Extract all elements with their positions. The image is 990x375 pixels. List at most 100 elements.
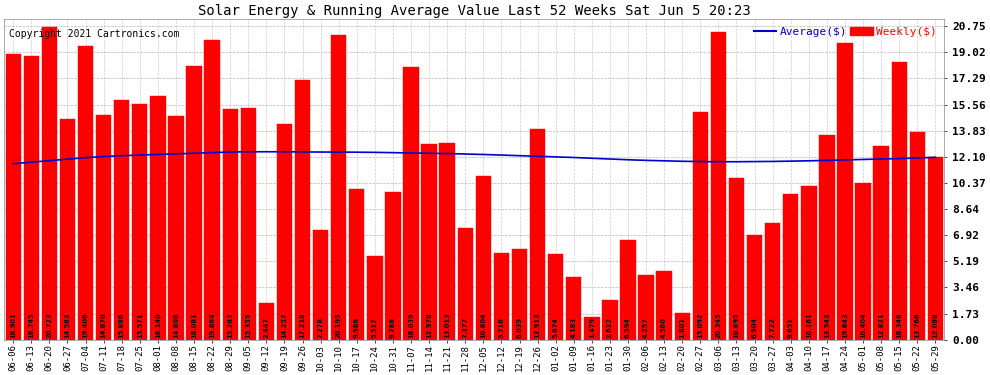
Text: 5.716: 5.716 [498, 316, 505, 338]
Bar [693, 112, 708, 340]
Bar [24, 57, 39, 340]
Text: 14.257: 14.257 [281, 312, 287, 338]
Text: 15.886: 15.886 [119, 312, 125, 338]
Bar [422, 144, 437, 340]
Text: 6.594: 6.594 [625, 316, 631, 338]
Bar [566, 276, 581, 340]
Text: Copyright 2021 Cartronics.com: Copyright 2021 Cartronics.com [9, 29, 179, 39]
Text: 20.195: 20.195 [336, 312, 342, 338]
Bar [475, 177, 491, 340]
Text: 13.913: 13.913 [535, 312, 541, 338]
Text: 16.140: 16.140 [154, 312, 160, 338]
Bar [241, 108, 256, 340]
Text: 4.257: 4.257 [644, 316, 649, 338]
Text: 6.904: 6.904 [751, 316, 757, 338]
Bar [855, 183, 871, 340]
Text: 14.808: 14.808 [173, 312, 179, 338]
Bar [96, 115, 111, 340]
Bar [530, 129, 545, 340]
Text: 9.786: 9.786 [390, 316, 396, 338]
Bar [873, 146, 889, 340]
Text: 19.406: 19.406 [82, 312, 88, 338]
Bar [801, 186, 817, 340]
Bar [295, 80, 310, 340]
Bar [6, 54, 21, 340]
Bar [746, 236, 762, 340]
Bar [584, 317, 600, 340]
Legend: Average($), Weekly($): Average($), Weekly($) [751, 25, 939, 39]
Bar [313, 230, 329, 340]
Bar [258, 303, 274, 340]
Text: 15.283: 15.283 [227, 312, 234, 338]
Bar [59, 119, 75, 340]
Text: 15.571: 15.571 [137, 312, 143, 338]
Bar [204, 39, 220, 340]
Text: 2.447: 2.447 [263, 316, 269, 338]
Bar [331, 34, 346, 340]
Bar [385, 192, 401, 340]
Bar [765, 223, 780, 340]
Text: 12.978: 12.978 [426, 312, 432, 338]
Text: 12.088: 12.088 [933, 312, 939, 338]
Text: 13.013: 13.013 [445, 312, 450, 338]
Bar [223, 109, 238, 340]
Bar [674, 313, 690, 340]
Bar [639, 276, 653, 340]
Text: 14.870: 14.870 [101, 312, 107, 338]
Text: 14.583: 14.583 [64, 312, 70, 338]
Bar [892, 63, 907, 340]
Bar [838, 43, 852, 340]
Text: 7.377: 7.377 [462, 316, 468, 338]
Text: 10.804: 10.804 [480, 312, 486, 338]
Text: 9.651: 9.651 [788, 316, 794, 338]
Bar [494, 254, 509, 340]
Bar [78, 46, 93, 340]
Text: 20.345: 20.345 [716, 312, 722, 338]
Text: 4.560: 4.560 [661, 316, 667, 338]
Bar [367, 256, 382, 340]
Bar [457, 228, 473, 340]
Bar [440, 143, 454, 340]
Text: 10.404: 10.404 [860, 312, 866, 338]
Text: 7.278: 7.278 [318, 316, 324, 338]
Bar [512, 249, 528, 340]
Text: 12.821: 12.821 [878, 312, 884, 338]
Text: 7.722: 7.722 [769, 316, 775, 338]
Bar [621, 240, 636, 340]
Bar [783, 194, 798, 340]
Text: 10.695: 10.695 [734, 312, 740, 338]
Bar [168, 116, 183, 340]
Text: 19.864: 19.864 [209, 312, 215, 338]
Text: 19.643: 19.643 [842, 312, 848, 338]
Text: 9.986: 9.986 [353, 316, 359, 338]
Bar [114, 100, 130, 340]
Bar [928, 157, 943, 340]
Text: 2.622: 2.622 [607, 316, 613, 338]
Bar [349, 189, 364, 340]
Bar [277, 124, 292, 340]
Title: Solar Energy & Running Average Value Last 52 Weeks Sat Jun 5 20:23: Solar Energy & Running Average Value Las… [198, 4, 750, 18]
Text: 5.517: 5.517 [372, 317, 378, 338]
Text: 1.479: 1.479 [589, 316, 595, 338]
Text: 15.355: 15.355 [246, 312, 251, 338]
Bar [403, 67, 419, 340]
Text: 18.745: 18.745 [29, 312, 35, 338]
Bar [132, 104, 148, 340]
Text: 13.766: 13.766 [915, 312, 921, 338]
Bar [729, 178, 744, 340]
Bar [819, 135, 835, 340]
Text: 17.218: 17.218 [300, 312, 306, 338]
Bar [150, 96, 165, 340]
Text: 13.543: 13.543 [824, 312, 830, 338]
Text: 1.801: 1.801 [679, 316, 685, 338]
Text: 18.346: 18.346 [896, 312, 902, 338]
Bar [42, 27, 57, 340]
Bar [711, 32, 726, 340]
Text: 18.039: 18.039 [408, 312, 414, 338]
Bar [656, 271, 672, 340]
Bar [186, 66, 202, 340]
Text: 10.161: 10.161 [806, 312, 812, 338]
Text: 18.081: 18.081 [191, 312, 197, 338]
Text: 4.183: 4.183 [571, 316, 577, 338]
Text: 18.901: 18.901 [10, 312, 16, 338]
